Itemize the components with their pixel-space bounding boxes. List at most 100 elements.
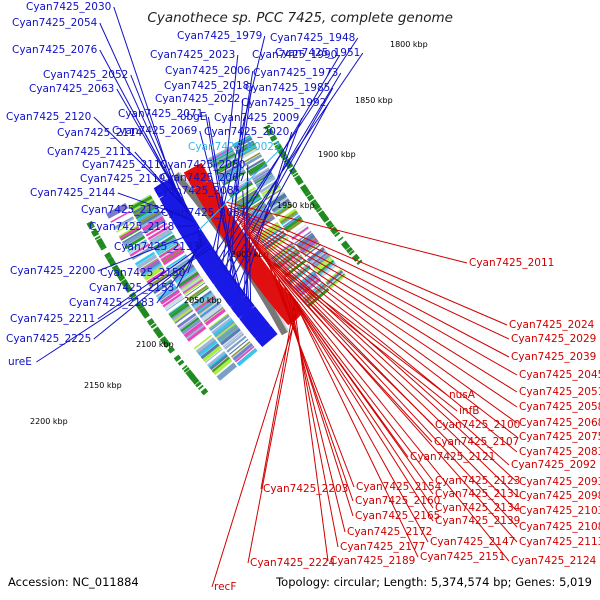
feature-block [217, 364, 237, 381]
feature-block [211, 317, 233, 335]
annotation-mark [325, 220, 332, 227]
feature-block [187, 284, 209, 301]
gene-label: Cyan7425_2120 [6, 111, 91, 123]
annotation-mark [152, 326, 159, 332]
leader-line [256, 248, 510, 562]
feature-block [319, 262, 336, 277]
feature-block [204, 348, 224, 364]
feature-block [142, 264, 163, 279]
annotation-mark [295, 177, 303, 184]
gene-label: Cyan7425_2200 [10, 265, 95, 277]
feature-block [150, 229, 173, 246]
annotation-mark [318, 211, 326, 218]
feature-block [192, 333, 212, 349]
feature-block [172, 306, 192, 322]
leader-line [258, 251, 448, 396]
annotation-mark [300, 184, 307, 191]
feature-block [143, 218, 165, 233]
gene-label: Cyan7425_2093 [519, 476, 600, 488]
gene-labels: Cyan7425_2030 Cyan7425_2054 Cyan7425_2076 C… [6, 1, 600, 593]
feature-block [255, 174, 274, 187]
feature-block [116, 220, 136, 233]
feature-block [158, 243, 180, 257]
leader-line [233, 213, 518, 376]
feature-block [163, 294, 184, 310]
feature-block [179, 315, 199, 331]
gene-label: Cyan7425_2045 [519, 369, 600, 381]
annotation-mark [90, 228, 98, 235]
feature-block [135, 252, 155, 266]
feature-block [149, 228, 172, 243]
feature-block [251, 167, 270, 180]
leader-line [168, 209, 195, 223]
gene-label: Cyan7425_2011 [469, 257, 554, 269]
annotation-mark [307, 195, 315, 202]
gene-label: Cyan7425_2108 [519, 521, 600, 533]
feature-block [198, 300, 220, 317]
gene-label: Cyan7425_2132 [81, 204, 166, 216]
feature-block [311, 252, 329, 267]
feature-block [164, 252, 187, 269]
annotation-mark [140, 308, 147, 315]
feature-block [160, 246, 183, 262]
annotation-mark [122, 281, 130, 288]
gene-label: Cyan7425_2029 [511, 333, 596, 345]
annotation-mark [301, 187, 309, 193]
feature-block [234, 345, 254, 362]
annotation-mark [169, 348, 176, 354]
label-leader-lines [36, 6, 518, 588]
gene-label: Cyan7425_1992 [241, 97, 326, 109]
gene-label: Cyan7425_2113 [519, 536, 600, 548]
feature-block [248, 162, 268, 176]
annotation-mark [177, 359, 185, 366]
gene-label: Cyan7425_2165 [355, 510, 440, 522]
gene-label: Cyan7425_2153 [89, 282, 174, 294]
reverse-gene-arrow [251, 266, 270, 282]
gene-label: Cyan7425_2118 [89, 221, 174, 233]
gene-label: Cyan7425_2183 [69, 297, 154, 309]
annotation-mark [189, 374, 197, 381]
gene-label: Cyan7425_2147 [430, 536, 515, 548]
annotation-mark [201, 389, 209, 396]
leader-line [279, 279, 434, 509]
feature-block [127, 239, 147, 252]
feature-block [174, 309, 194, 324]
leader-line [250, 239, 518, 512]
feature-block [118, 224, 139, 238]
feature-block [312, 254, 331, 269]
gene-label: Cyan7425_2050 [160, 159, 245, 171]
feature-block [195, 296, 217, 313]
leader-line [198, 146, 283, 231]
kbp-tick-label: 1950 kbp [277, 201, 315, 210]
annotation-mark [98, 242, 106, 248]
gene-label: Cyan7425_2177 [340, 541, 425, 553]
feature-block [272, 200, 291, 214]
annotation-mark [287, 164, 294, 170]
forward-gene-arrow [253, 324, 271, 339]
annotation-mark [187, 371, 195, 379]
annotation-mark [326, 222, 333, 228]
feature-block [287, 221, 305, 235]
gene-label: Cyan7425_2068 [519, 417, 600, 429]
feature-block [227, 179, 251, 194]
gene-label: obgE [180, 111, 206, 123]
leader-line [277, 277, 354, 517]
gene-label: Cyan7425_2211 [10, 313, 95, 325]
leader-line [225, 85, 253, 272]
reverse-gene-arrow [192, 177, 211, 189]
annotation-mark [143, 312, 150, 319]
feature-block [134, 250, 154, 264]
feature-block [297, 234, 316, 249]
feature-block [208, 146, 233, 161]
feature-block [245, 157, 263, 169]
leader-line [211, 304, 301, 588]
forward-gene-arrow [260, 332, 278, 348]
leader-line [243, 228, 518, 453]
leader-line [242, 190, 250, 302]
annotation-mark [193, 379, 200, 385]
leader-line [36, 247, 212, 363]
leader-line [144, 132, 186, 208]
leader-line [229, 98, 244, 277]
forward-gene-arrow [215, 274, 233, 289]
gene-label: Cyan7425_2051 [519, 386, 600, 398]
